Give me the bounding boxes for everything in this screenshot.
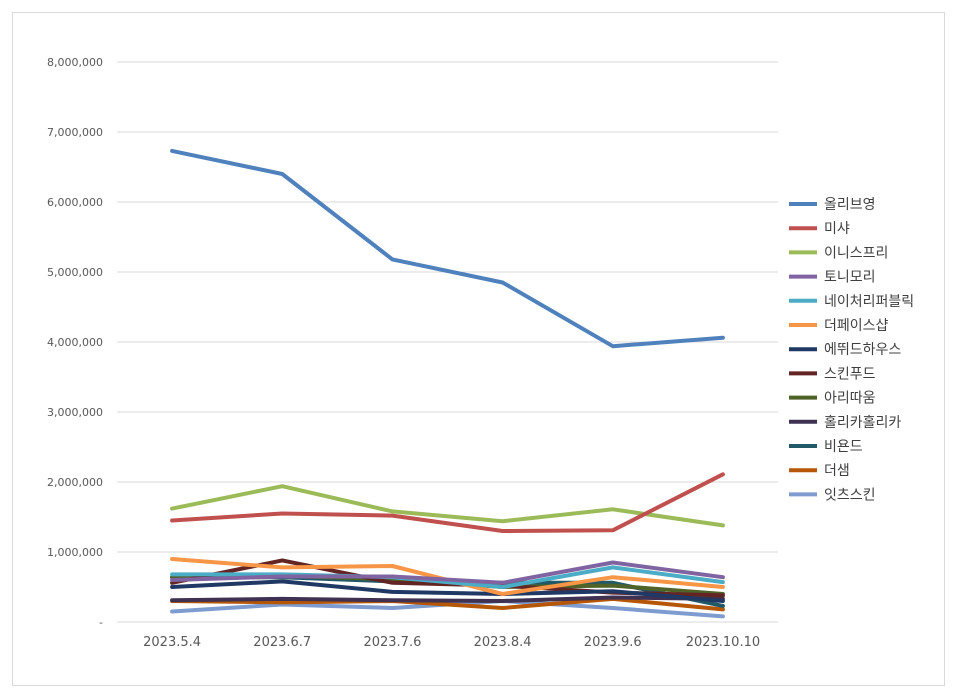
legend-label: 미샤: [824, 221, 850, 237]
legend-label: 네이처리퍼블릭: [824, 294, 914, 310]
series-lines: [170, 148, 725, 619]
series-line: [170, 595, 725, 603]
legend-label: 스킨푸드: [824, 366, 876, 382]
legend-label: 홀리카홀리카: [824, 415, 901, 431]
legend: 올리브영미샤이니스프리토니모리네이처리퍼블릭더페이스샵에뛰드하우스스킨푸드아리따…: [789, 197, 914, 503]
legend-label: 토니모리: [824, 270, 876, 286]
series-line: [170, 560, 725, 585]
y-tick-label: -: [99, 616, 103, 629]
series-line: [170, 472, 725, 533]
y-tick-label: 8,000,000: [47, 56, 103, 69]
series-line: [170, 596, 725, 612]
series-line: [170, 484, 725, 528]
legend-label: 더샘: [824, 463, 850, 479]
y-tick-label: 2,000,000: [47, 476, 103, 489]
x-tick-label: 2023.8.4: [474, 635, 532, 650]
x-axis-ticks: 2023.5.4 2023.6.7 2023.7.6 2023.8.4 2023.9.6…: [143, 635, 760, 650]
legend-label: 비욘드: [824, 439, 863, 455]
y-axis-ticks: - 1,000,000 2,000,000 3,000,000 4,000,000 5,0…: [47, 56, 103, 629]
legend-label: 이니스프리: [824, 245, 888, 261]
y-tick-label: 4,000,000: [47, 336, 103, 349]
series-line: [170, 565, 725, 589]
series-line: [170, 579, 725, 603]
series-line: [170, 148, 725, 349]
x-tick-label: 2023.9.6: [584, 635, 642, 650]
legend-label: 더페이스샵: [824, 318, 889, 334]
y-tick-label: 7,000,000: [47, 126, 103, 139]
x-tick-label: 2023.7.6: [363, 635, 421, 650]
y-tick-label: 5,000,000: [47, 266, 103, 279]
y-tick-label: 1,000,000: [47, 546, 103, 559]
legend-label: 올리브영: [824, 197, 876, 213]
x-tick-label: 2023.6.7: [253, 635, 311, 650]
legend-label: 아리따움: [824, 391, 876, 407]
legend-label: 에뛰드하우스: [824, 342, 901, 358]
y-tick-label: 6,000,000: [47, 196, 103, 209]
legend-label: 잇츠스킨: [824, 487, 876, 503]
y-tick-label: 3,000,000: [47, 406, 103, 419]
x-tick-label: 2023.5.4: [143, 635, 201, 650]
x-tick-label: 2023.10.10: [686, 635, 760, 650]
